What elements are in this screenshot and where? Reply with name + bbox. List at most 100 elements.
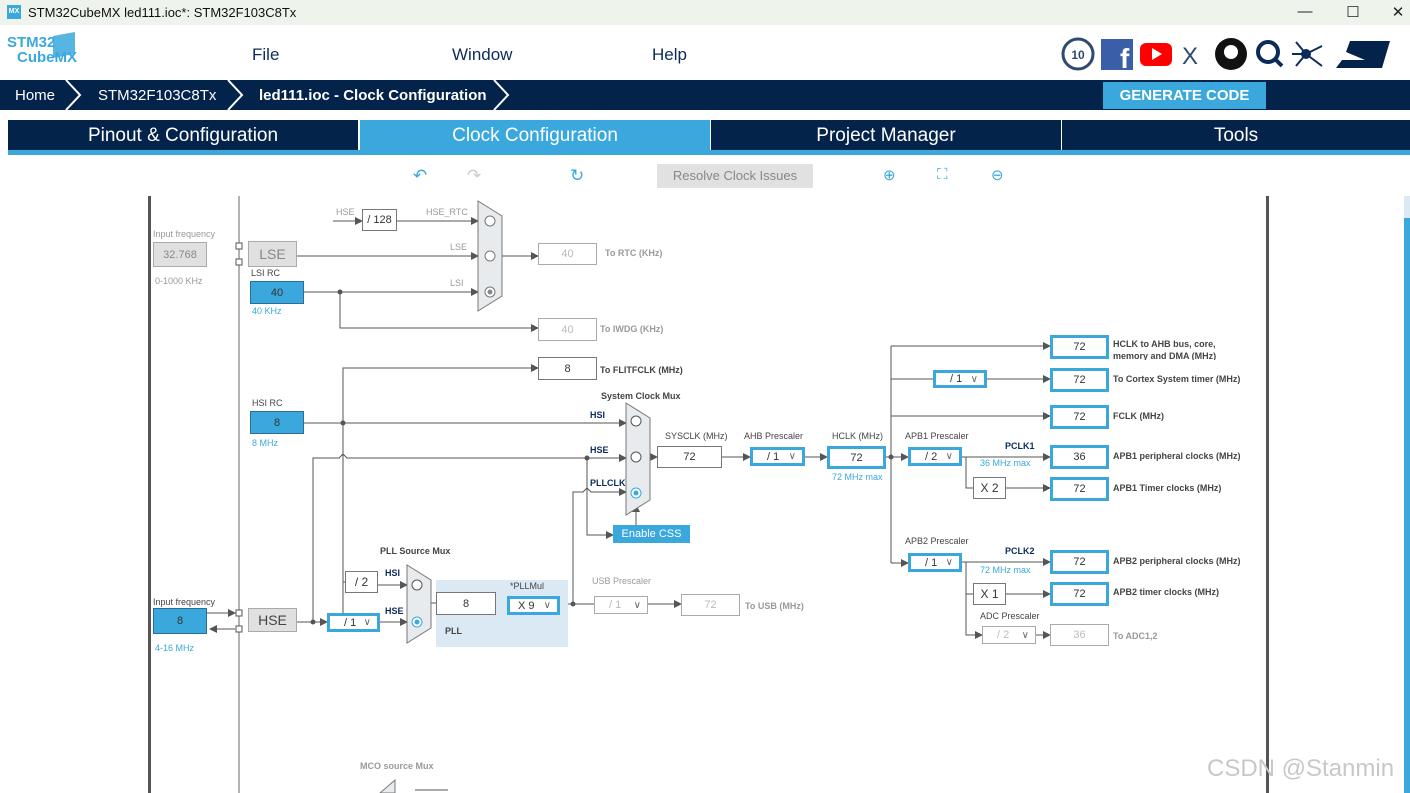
system-clock-mux[interactable] (625, 402, 651, 516)
hclk-ahb-output[interactable]: 72 (1050, 335, 1109, 359)
pclk2-max: 72 MHz max (980, 565, 1031, 575)
hsi-div2-block: / 2 (345, 571, 378, 593)
tab-project-manager[interactable]: Project Manager (711, 120, 1061, 150)
hse-prediv-select[interactable]: / 1 ∨ (327, 613, 380, 632)
cortex-prescaler-select[interactable]: / 1 ∨ (933, 370, 987, 388)
apb1-timer-label: APB1 Timer clocks (MHz) (1113, 483, 1222, 493)
scrollbar-thumb[interactable] (1404, 218, 1410, 793)
lse-range: 0-1000 KHz (155, 276, 203, 286)
apb1-prescaler-label: APB1 Prescaler (905, 431, 969, 441)
anniversary-10-icon[interactable]: 10 (1061, 37, 1095, 71)
ahb-prescaler-label: AHB Prescaler (744, 431, 804, 441)
tab-pinout[interactable]: Pinout & Configuration (8, 120, 358, 150)
github-icon[interactable] (1215, 38, 1247, 70)
flitfclk-output: 8 (538, 357, 597, 380)
window-title: STM32CubeMX led111.ioc*: STM32F103C8Tx (28, 5, 297, 20)
apb1-prescaler-select[interactable]: / 2 ∨ (908, 447, 962, 466)
zoom-out-icon[interactable]: ⊖ (991, 167, 1004, 184)
cortex-label: To Cortex System timer (MHz) (1113, 374, 1241, 384)
fit-icon[interactable]: ⛶ (937, 166, 948, 183)
search-web-icon[interactable] (1256, 40, 1284, 68)
hsi-unit: 8 MHz (252, 438, 279, 448)
sysmux-hsi-label: HSI (590, 410, 606, 420)
hclk-max: 72 MHz max (832, 472, 883, 482)
resolve-clock-issues-button[interactable]: Resolve Clock Issues (657, 164, 813, 188)
redo-icon[interactable]: ↷ (467, 166, 482, 185)
pllmul-select[interactable]: X 9 ∨ (507, 596, 560, 615)
close-button[interactable]: ✕ (1391, 4, 1405, 21)
hse-rtc-divider: / 128 (362, 209, 397, 231)
sysclk-value[interactable]: 72 (657, 446, 722, 468)
usb-prescaler-value: / 1 (609, 599, 622, 611)
zoom-in-icon[interactable]: ⊕ (883, 167, 896, 184)
apb2-prescaler-value: / 1 (925, 556, 938, 569)
st-logo-icon[interactable] (1336, 41, 1390, 68)
adc-output: 36 (1050, 624, 1109, 646)
apb1-prescaler-value: / 2 (925, 450, 938, 463)
apb2-peripheral-output[interactable]: 72 (1050, 550, 1109, 574)
youtube-icon[interactable] (1140, 43, 1172, 66)
fclk-label: FCLK (MHz) (1113, 411, 1164, 421)
apb1-peripheral-output[interactable]: 36 (1050, 445, 1109, 469)
mco-mux[interactable] (379, 778, 396, 793)
ahb-prescaler-value: / 1 (767, 450, 780, 463)
maximize-button[interactable]: ☐ (1346, 4, 1360, 21)
adc-output-label: To ADC1,2 (1113, 631, 1158, 641)
usb-prescaler-select[interactable]: / 1 ∨ (594, 596, 648, 614)
usb-output-label: To USB (MHz) (745, 601, 804, 611)
apb2-prescaler-select[interactable]: / 1 ∨ (908, 553, 962, 572)
generate-code-button[interactable]: GENERATE CODE (1103, 82, 1266, 109)
breadcrumb-current[interactable]: led111.ioc - Clock Configuration (259, 87, 487, 104)
cortex-output[interactable]: 72 (1050, 368, 1109, 392)
lse-input-field[interactable]: 32.768 (153, 242, 207, 267)
pll-source-mux-title: PLL Source Mux (380, 546, 451, 556)
sysmux-pllclk-label: PLLCLK (590, 478, 626, 488)
tab-clock-configuration[interactable]: Clock Configuration (360, 120, 710, 150)
menu-file[interactable]: File (252, 45, 280, 64)
hse-prediv-value: / 1 (344, 616, 357, 629)
title-bar: MX STM32CubeMX led111.ioc*: STM32F103C8T… (0, 0, 1410, 25)
ahb-prescaler-select[interactable]: / 1 ∨ (750, 447, 805, 466)
rtc-output-label: To RTC (KHz) (605, 248, 663, 258)
pll-source-mux[interactable] (406, 564, 432, 644)
apb1-timer-output[interactable]: 72 (1050, 477, 1109, 501)
apb2-timer-output[interactable]: 72 (1050, 582, 1109, 606)
adc-prescaler-value: / 2 (997, 629, 1010, 641)
network-icon[interactable] (1292, 41, 1323, 67)
undo-icon[interactable]: ↶ (413, 166, 428, 185)
apb1-timer-multiplier: X 2 (973, 477, 1006, 499)
chevron-down-icon: ∨ (970, 373, 978, 385)
refresh-icon[interactable]: ↻ (570, 166, 585, 185)
facebook-icon[interactable]: f (1101, 39, 1133, 72)
flitfclk-output-label: To FLITFCLK (MHz) (600, 365, 683, 375)
menu-window[interactable]: Window (452, 45, 513, 64)
tab-tools[interactable]: Tools (1062, 120, 1410, 150)
lse-input-label: Input frequency (153, 229, 216, 239)
hse-input-field[interactable]: 8 (153, 608, 207, 634)
lsi-unit: 40 KHz (252, 306, 282, 316)
svg-text:10: 10 (1071, 48, 1085, 62)
x-icon[interactable]: X (1182, 43, 1198, 70)
chevron-down-icon: ∨ (788, 451, 796, 462)
hse-rtc-label: HSE_RTC (426, 207, 468, 217)
chevron-down-icon: ∨ (945, 451, 953, 462)
breadcrumb-separators (65, 80, 510, 110)
hse-block: HSE (248, 608, 297, 632)
minimize-button[interactable]: — (1297, 3, 1313, 20)
enable-css-button[interactable]: Enable CSS (613, 525, 690, 543)
adc-prescaler-select[interactable]: / 2 ∨ (982, 626, 1036, 644)
hsi-label: HSI RC (252, 398, 283, 408)
rtc-mux[interactable] (477, 200, 503, 312)
watermark: CSDN @Stanmin (1207, 755, 1395, 782)
app-icon: MX (7, 5, 21, 19)
sysmux-hse-label: HSE (590, 445, 609, 455)
chevron-down-icon: ∨ (363, 617, 371, 628)
hclk-input[interactable]: 72 (827, 446, 886, 469)
breadcrumb-home[interactable]: Home (15, 87, 56, 104)
apb2-timer-label: APB2 timer clocks (MHz) (1113, 587, 1220, 597)
breadcrumb-mcu[interactable]: STM32F103C8Tx (98, 87, 217, 104)
fclk-output[interactable]: 72 (1050, 405, 1109, 429)
pllmul-value: X 9 (518, 599, 535, 612)
menu-help[interactable]: Help (652, 45, 687, 64)
social-icons: 10 f X (1061, 37, 1390, 72)
